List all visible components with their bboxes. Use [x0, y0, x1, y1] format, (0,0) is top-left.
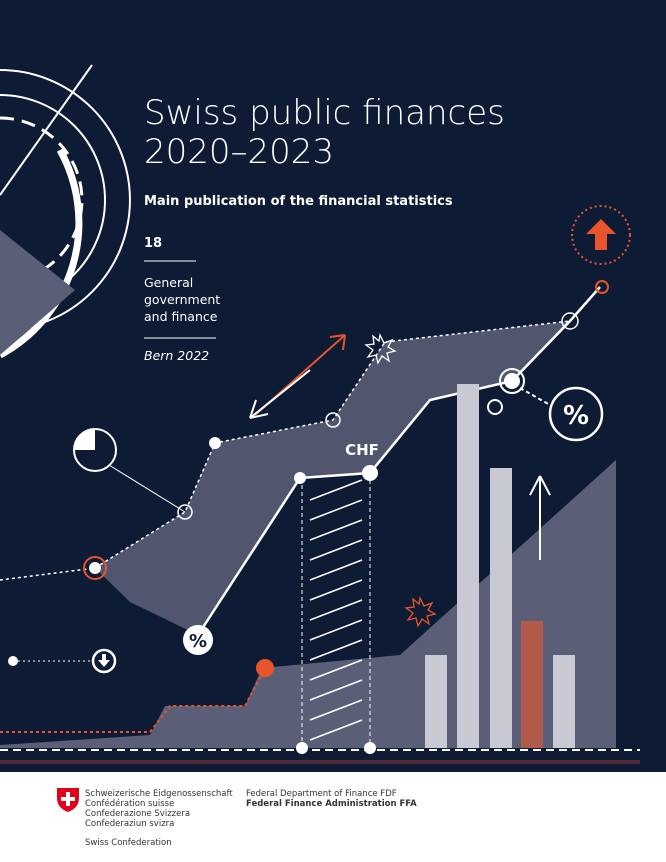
triangle: [0, 230, 75, 355]
title: 2020–2023: [144, 132, 334, 172]
place-date: Bern 2022: [144, 348, 209, 363]
title: Swiss public finances: [144, 93, 505, 133]
dot: [256, 659, 274, 677]
ring: [595, 280, 609, 294]
badge: [548, 386, 604, 442]
swiss-cross: [61, 792, 75, 806]
band: [95, 321, 570, 635]
short-name: Swiss Confederation: [85, 838, 172, 848]
percent-label: %: [563, 401, 589, 431]
burst: [404, 595, 437, 628]
department: Federal Department of Finance FDF: [246, 789, 397, 799]
down-icon: [98, 654, 110, 667]
arrow-white: [249, 369, 311, 419]
arrow-icon: [586, 219, 616, 250]
base-line: [0, 760, 640, 764]
ring: [83, 556, 107, 580]
language-name: Confederazione Svizzera: [85, 809, 190, 819]
language-name: Schweizerische Eidgenossenschaft: [85, 789, 233, 799]
badge: [183, 625, 213, 655]
area-edge: [0, 667, 266, 733]
series: General: [144, 275, 193, 290]
footer-background: [0, 772, 666, 862]
number: 18: [144, 236, 162, 251]
language-name: Confédération suisse: [85, 798, 174, 809]
subtitle: Main publication of the financial statis…: [144, 194, 453, 209]
connector: [108, 464, 186, 513]
hatch: [301, 473, 371, 748]
series: government: [144, 292, 220, 307]
series: and finance: [144, 309, 218, 324]
ring: [571, 205, 631, 265]
pie-icon: [74, 429, 95, 450]
percent-label: %: [189, 631, 207, 652]
connector: [519, 387, 551, 406]
bars: [425, 384, 575, 748]
chf-label: CHF: [345, 441, 379, 459]
arrow-up: [529, 475, 551, 560]
administration: Federal Finance Administration FFA: [246, 799, 417, 809]
language-name: Confederaziun svizra: [85, 819, 174, 829]
burst: [364, 332, 397, 365]
